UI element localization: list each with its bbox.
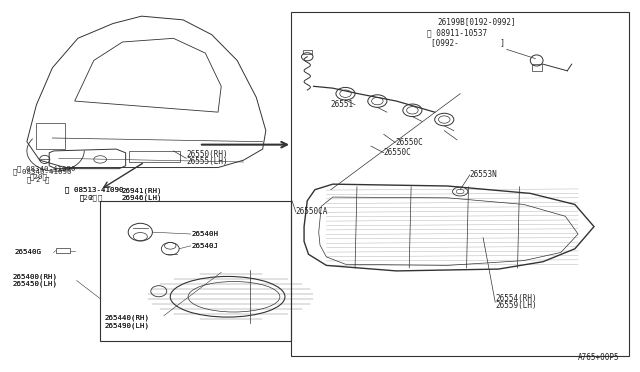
Text: Ⓢ 08513-41090: Ⓢ 08513-41090 [65, 186, 124, 193]
Text: 26550C: 26550C [395, 138, 423, 147]
Text: 〈 2 〉: 〈 2 〉 [27, 176, 49, 183]
Text: 265450(LH): 265450(LH) [13, 281, 58, 288]
Text: 26551: 26551 [331, 100, 354, 109]
Text: 26540G: 26540G [14, 249, 41, 255]
Bar [303, 51, 312, 54]
Text: 265400(RH): 265400(RH) [13, 273, 58, 280]
Bar [532, 64, 541, 71]
Text: 265490(LH): 265490(LH) [104, 322, 150, 329]
Text: [0992-         ]: [0992- ] [431, 38, 505, 47]
Text: 26946(LH): 26946(LH) [121, 195, 162, 201]
Text: 26550CA: 26550CA [296, 207, 328, 217]
Text: 265450(LH): 265450(LH) [13, 281, 58, 288]
Bar [291, 13, 629, 356]
Text: 26540H: 26540H [191, 231, 218, 237]
Text: 26550C: 26550C [384, 148, 412, 157]
Text: 26540J: 26540J [191, 243, 218, 249]
Text: 26540H: 26540H [191, 231, 218, 237]
Bar [129, 151, 180, 162]
Text: 26199B[0192-0992]: 26199B[0192-0992] [438, 17, 516, 26]
Bar [36, 123, 65, 149]
Text: 26540G: 26540G [14, 249, 41, 255]
Text: 265400(RH): 265400(RH) [13, 273, 58, 280]
Text: 〈20〉: 〈20〉 [29, 173, 47, 180]
Text: 26540J: 26540J [191, 243, 218, 249]
Text: 26946(LH): 26946(LH) [121, 195, 162, 201]
Text: 26559(LH): 26559(LH) [495, 301, 537, 311]
Text: 26941(RH): 26941(RH) [121, 187, 162, 194]
Text: 265440(RH): 265440(RH) [104, 315, 150, 321]
Text: 26941(RH): 26941(RH) [121, 187, 162, 194]
Text: 26553N: 26553N [470, 170, 497, 179]
Text: 26555(LH): 26555(LH) [186, 157, 228, 166]
Text: 26550(RH): 26550(RH) [186, 150, 228, 159]
Text: 〈20〉: 〈20〉 [80, 195, 98, 201]
Text: Ⓝ 08911-10537: Ⓝ 08911-10537 [427, 28, 487, 37]
Text: 26554(RH): 26554(RH) [495, 294, 537, 303]
Bar [100, 201, 291, 341]
Bar [56, 248, 70, 253]
Text: 265490(LH): 265490(LH) [104, 322, 150, 329]
Text: Ⓢ 08340-41090: Ⓢ 08340-41090 [13, 168, 71, 174]
Text: 265440(RH): 265440(RH) [104, 315, 150, 321]
Text: 〈 2 〉: 〈 2 〉 [80, 195, 102, 201]
Text: A765+00P5: A765+00P5 [578, 353, 620, 362]
Text: Ⓢ 08340-41090: Ⓢ 08340-41090 [17, 165, 76, 172]
Text: Ⓢ 08513-41090: Ⓢ 08513-41090 [65, 186, 124, 193]
